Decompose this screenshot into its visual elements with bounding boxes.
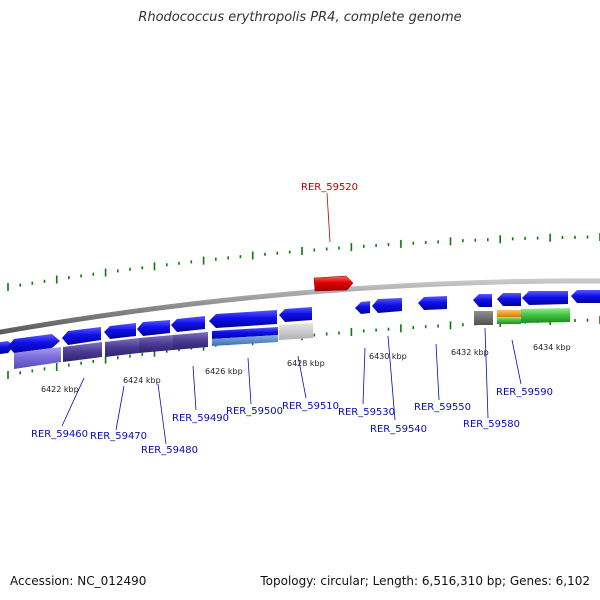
feature-bar-darkgrey[interactable]	[474, 311, 493, 325]
feature-bar-darkviolet-3[interactable]	[139, 335, 173, 353]
feature-bar-violet[interactable]	[14, 347, 61, 369]
leader-line	[61, 377, 85, 427]
gene-arrow-rer-59500[interactable]	[209, 310, 277, 328]
feature-bar-darkviolet-2[interactable]	[105, 338, 139, 357]
gene-arrow-rer-59590[interactable]	[522, 291, 568, 305]
gene-arrow-end[interactable]	[571, 290, 600, 303]
gene-arrow-rer-59480[interactable]	[104, 323, 136, 339]
gene-label-rer-59480[interactable]: RER_59480	[141, 445, 198, 456]
feature-bar-darkviolet-1[interactable]	[63, 342, 102, 362]
leader-line	[484, 327, 489, 419]
gene-arrow-rer-59490-a[interactable]	[137, 320, 170, 336]
genome-summary-text: Topology: circular; Length: 6,516,310 bp…	[260, 574, 590, 588]
gene-label-rer-59500[interactable]: RER_59500	[226, 406, 283, 417]
scale-labels: 6422 kbp 6424 kbp 6426 kbp 6428 kbp 6430…	[41, 343, 571, 394]
scale-label: 6426 kbp	[205, 367, 243, 376]
gene-label-rer-59550[interactable]: RER_59550	[414, 402, 471, 413]
scale-label: 6428 kbp	[287, 359, 325, 368]
scale-label: 6424 kbp	[123, 376, 161, 385]
leader-line	[115, 385, 125, 431]
gene-label-rer-59590[interactable]: RER_59590	[496, 387, 553, 398]
gene-arrow-rer-59580-a[interactable]	[473, 294, 492, 307]
gene-label-rer-59520[interactable]: RER_59520	[301, 182, 358, 193]
leader-line	[247, 357, 252, 405]
leader-line	[435, 343, 440, 401]
leader-line	[157, 383, 167, 445]
gene-label-rer-59490[interactable]: RER_59490	[172, 413, 229, 424]
genome-title: Rhodococcus erythropolis PR4, complete g…	[138, 10, 462, 25]
feature-bar-darkviolet-4[interactable]	[173, 332, 208, 350]
leader-line	[297, 355, 307, 399]
scale-label: 6430 kbp	[369, 352, 407, 361]
leader-line	[362, 347, 366, 405]
gene-arrow-rer-59510[interactable]	[279, 307, 312, 322]
leader-line	[511, 339, 522, 385]
gene-label-rer-59540[interactable]: RER_59540	[370, 424, 427, 435]
gene-label-rer-59530[interactable]: RER_59530	[338, 407, 395, 418]
gene-arrow-rer-59540[interactable]	[372, 298, 402, 313]
gene-arrow-rer-59530[interactable]	[355, 301, 370, 314]
gene-label-rer-59510[interactable]: RER_59510	[282, 401, 339, 412]
feature-bar-green-2[interactable]	[521, 308, 570, 323]
feature-bar-grey[interactable]	[279, 323, 313, 340]
leader-line	[192, 365, 197, 411]
scale-label: 6432 kbp	[451, 348, 489, 357]
leader-line-highlight	[326, 192, 331, 243]
gene-arrow-rer-59490-b[interactable]	[171, 316, 205, 332]
gene-arrow-rer-59470[interactable]	[62, 327, 101, 345]
label-leaders	[61, 192, 522, 445]
gene-arrow-rer-59550[interactable]	[418, 296, 447, 310]
genome-backbone	[0, 278, 600, 335]
scale-label: 6422 kbp	[41, 385, 79, 394]
gene-arrow-rer-59520[interactable]	[313, 275, 354, 292]
feature-bar-steel[interactable]	[212, 335, 278, 346]
gene-labels: RER_59460 RER_59470 RER_59480 RER_59490 …	[31, 182, 553, 456]
gene-arrow-rer-59580-b[interactable]	[497, 293, 521, 306]
accession-text: Accession: NC_012490	[10, 574, 147, 588]
outer-tick-marks	[7, 233, 600, 291]
gene-label-rer-59460[interactable]: RER_59460	[31, 429, 88, 440]
feature-bar-green-1[interactable]	[497, 317, 521, 324]
gene-label-rer-59580[interactable]: RER_59580	[463, 419, 520, 430]
gene-arrow-rer-59460[interactable]	[8, 334, 60, 353]
scale-label: 6434 kbp	[533, 343, 571, 352]
feature-bar-orange[interactable]	[497, 310, 521, 317]
leader-line	[387, 335, 396, 421]
gene-label-rer-59470[interactable]: RER_59470	[90, 431, 147, 442]
